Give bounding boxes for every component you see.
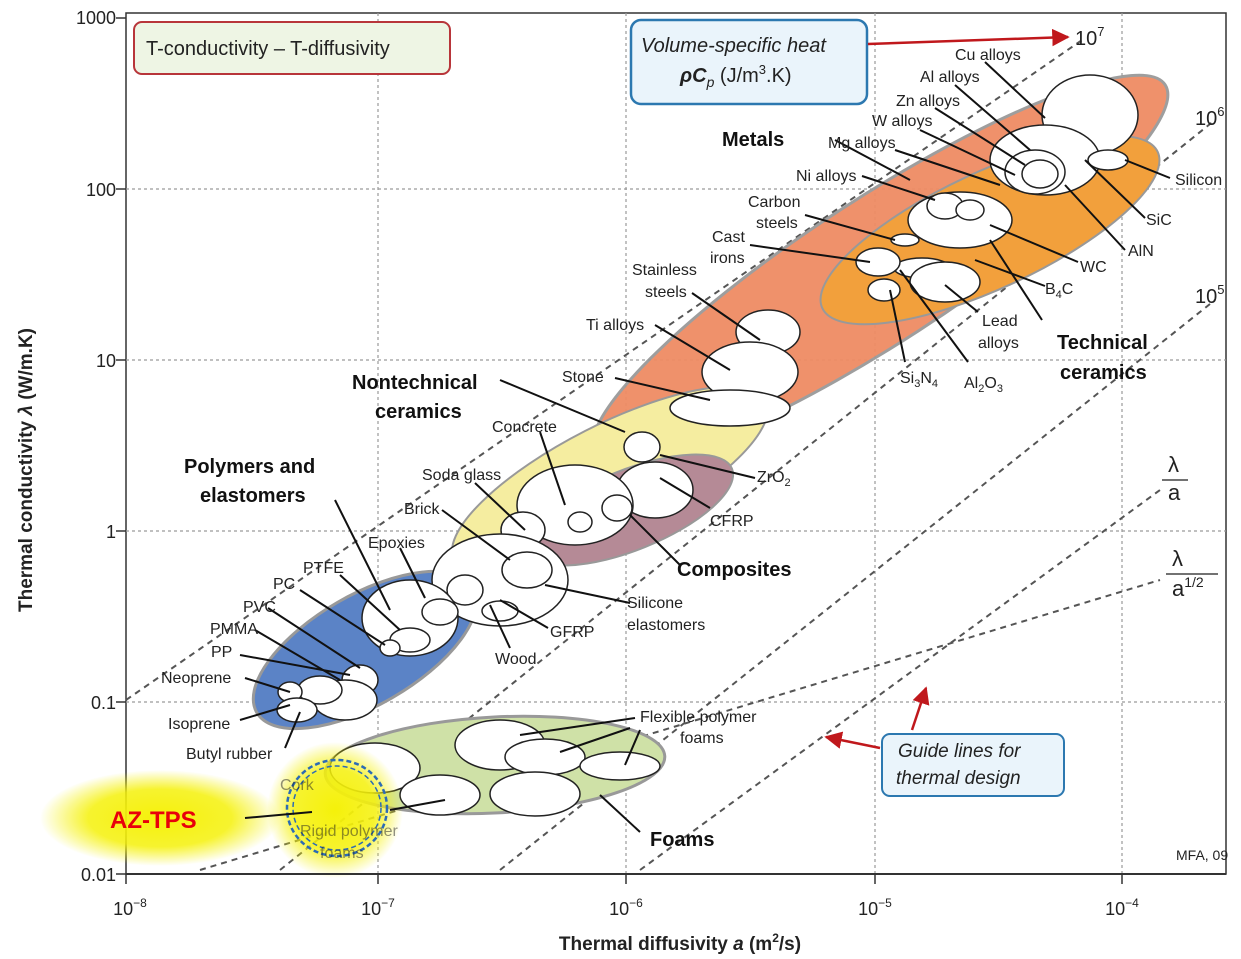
- label-wood: Wood: [495, 651, 537, 668]
- label-al2o3: Al2O3: [964, 375, 1003, 395]
- label-brick: Brick: [404, 501, 441, 518]
- label-stone: Stone: [562, 369, 604, 386]
- label-zro2: ZrO2: [757, 469, 791, 489]
- label-zn-alloys: Zn alloys: [896, 93, 960, 110]
- label-al-alloys: Al alloys: [920, 69, 980, 86]
- leader-lines: [239, 61, 1171, 833]
- label-sic: SiC: [1146, 212, 1172, 229]
- label-flexible-foams-2: foams: [680, 730, 724, 747]
- group-label-foams: Foams: [650, 829, 714, 851]
- credit: MFA, 09: [1176, 847, 1228, 863]
- group-label-polymers-1: Polymers and: [184, 456, 315, 478]
- x-tick-1e-5: 10−5: [858, 896, 892, 919]
- label-cfrp: CFRP: [710, 513, 754, 530]
- guide-box: Guide lines for thermal design: [824, 686, 1065, 797]
- y-tick-1: 1: [106, 522, 116, 542]
- svg-text:λ: λ: [1168, 452, 1179, 477]
- tick-marks: [116, 17, 1123, 884]
- az-tps-marker: [285, 758, 389, 858]
- label-pvc: PVC: [243, 599, 276, 616]
- label-rigid-foams-1: Rigid polymer: [300, 823, 398, 840]
- group-label-technical-1: Technical: [1057, 332, 1148, 354]
- guide-line-lambda-a: [639, 489, 1161, 871]
- guide-box-line1: Guide lines for: [898, 741, 1021, 762]
- label-ni-alloys: Ni alloys: [796, 168, 856, 185]
- group-label-composites: Composites: [677, 559, 791, 581]
- label-soda-glass: Soda glass: [422, 467, 501, 484]
- svg-text:λ: λ: [1172, 546, 1183, 571]
- y-tick-100: 100: [86, 180, 116, 200]
- label-pc: PC: [273, 576, 295, 593]
- label-flexible-foams-1: Flexible polymer: [640, 709, 757, 726]
- label-stainless-2: steels: [645, 284, 687, 301]
- group-label-technical-2: ceramics: [1060, 362, 1147, 384]
- label-cork: Cork: [280, 777, 315, 794]
- y-tick-1000: 1000: [76, 8, 116, 28]
- group-label-nontechnical-2: ceramics: [375, 401, 462, 423]
- label-ptfe: PTFE: [303, 560, 344, 577]
- y-axis: 1000 100 10 1 0.1 0.01 Thermal conductiv…: [16, 8, 116, 885]
- y-tick-10: 10: [96, 351, 116, 371]
- label-wc: WC: [1080, 259, 1107, 276]
- y-tick-0.01: 0.01: [81, 865, 116, 885]
- ratio-lambda-over-a: λ a: [1162, 452, 1188, 505]
- label-si3n4: Si3N4: [900, 370, 938, 390]
- x-tick-1e-6: 10−6: [609, 896, 643, 919]
- y-tick-0.1: 0.1: [91, 693, 116, 713]
- guide-box-line2: thermal design: [896, 768, 1021, 789]
- label-isoprene: Isoprene: [168, 716, 230, 733]
- heat-box-line1: Volume-specific heat: [641, 35, 827, 57]
- label-carbon-steels-2: steels: [756, 215, 798, 232]
- label-b4c: B4C: [1045, 281, 1073, 301]
- label-pmma: PMMA: [210, 621, 258, 638]
- x-tick-1e-8: 10−8: [113, 896, 147, 919]
- label-neoprene: Neoprene: [161, 670, 231, 687]
- title-box: T-conductivity – T-diffusivity: [133, 21, 451, 75]
- group-label-nontechnical-1: Nontechnical: [352, 372, 478, 394]
- label-cu-alloys: Cu alloys: [955, 47, 1021, 64]
- label-gfrp: GFRP: [550, 624, 594, 641]
- label-silicon: Silicon: [1175, 172, 1222, 189]
- az-tps-label: AZ-TPS: [110, 807, 197, 834]
- group-label-polymers-2: elastomers: [200, 485, 306, 507]
- label-butyl-rubber: Butyl rubber: [186, 746, 273, 763]
- x-tick-1e-4: 10−4: [1105, 896, 1139, 919]
- label-cast-irons-2: irons: [710, 250, 745, 267]
- label-lead-alloys-1: Lead: [982, 313, 1018, 330]
- material-labels: Cu alloys Al alloys Zn alloys W alloys M…: [161, 47, 1222, 862]
- label-silicone-2: elastomers: [627, 617, 705, 634]
- label-ti-alloys: Ti alloys: [586, 317, 644, 334]
- label-concrete: Concrete: [492, 419, 557, 436]
- y-axis-label: Thermal conductivity λ (W/m.K): [16, 328, 37, 612]
- heat-box: Volume-specific heat ρCp (J/m3.K): [629, 18, 1070, 106]
- label-carbon-steels-1: Carbon: [748, 194, 800, 211]
- az-tps-highlight: AZ-TPS: [40, 742, 403, 878]
- label-mg-alloys: Mg alloys: [828, 135, 896, 152]
- label-aln: AlN: [1128, 243, 1154, 260]
- label-silicone-1: Silicone: [627, 595, 683, 612]
- guide-line-1e5: [499, 299, 1216, 871]
- label-lead-alloys-2: alloys: [978, 335, 1019, 352]
- label-stainless-1: Stainless: [632, 262, 697, 279]
- az-tps-glow-left: [40, 770, 280, 866]
- label-w-alloys: W alloys: [872, 113, 932, 130]
- svg-text:a: a: [1168, 480, 1181, 505]
- label-pp: PP: [211, 644, 232, 661]
- heat-box-line2: ρCp (J/m3.K): [679, 62, 792, 90]
- label-rigid-foams-2: foams: [320, 845, 364, 862]
- group-labels: Metals Technical ceramics Nontechnical c…: [184, 129, 1148, 851]
- group-label-metals: Metals: [722, 129, 784, 151]
- x-tick-1e-7: 10−7: [361, 896, 395, 919]
- chart-title: T-conductivity – T-diffusivity: [146, 38, 390, 60]
- x-axis-label: Thermal diffusivity a (m2/s): [559, 931, 801, 955]
- label-cast-irons-1: Cast: [712, 229, 745, 246]
- x-axis: 10−8 10−7 10−6 10−5 10−4 Thermal diffusi…: [113, 873, 1226, 955]
- label-epoxies: Epoxies: [368, 535, 425, 552]
- guide-line-1e7: [125, 37, 1086, 701]
